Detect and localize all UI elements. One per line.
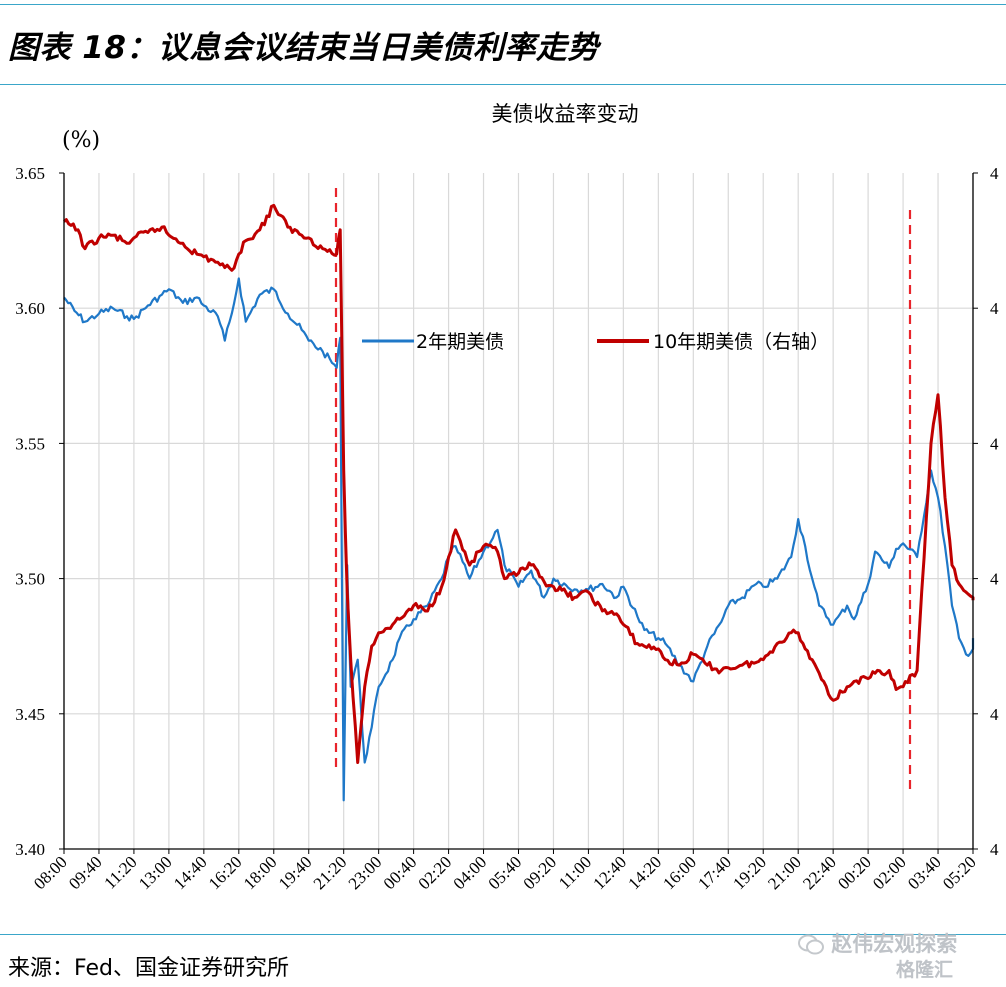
y-axis-unit-label: (%)	[62, 128, 101, 153]
watermark-text: 赵伟宏观探索	[831, 932, 958, 956]
y-tick-label: 3.40	[15, 840, 45, 859]
x-tick-label: 11:00	[555, 852, 595, 892]
x-tick-label: 14:20	[624, 852, 665, 893]
x-tick-label: 05:40	[485, 852, 526, 893]
y-tick-label: 3.45	[15, 705, 45, 724]
x-tick-label: 02:20	[415, 852, 456, 893]
watermark: 赵伟宏观探索	[798, 928, 957, 958]
series-line-10y	[62, 203, 975, 764]
x-tick-label: 00:20	[834, 852, 875, 893]
x-tick-label: 11:20	[100, 852, 140, 892]
x-tick-label: 21:20	[310, 852, 351, 893]
legend-label: 2年期美债	[416, 331, 504, 353]
y2-tick-label: 4	[990, 840, 999, 859]
x-tick-label: 13:00	[135, 852, 176, 893]
x-tick-label: 00:40	[380, 852, 421, 893]
x-tick-label: 02:00	[869, 852, 910, 893]
chart-title: 美债收益率变动	[491, 102, 639, 126]
title-rule	[0, 84, 1006, 85]
source-note: 来源：Fed、国金证券研究所	[8, 956, 289, 981]
x-tick-label: 18:00	[240, 852, 281, 893]
x-tick-label: 14:40	[170, 852, 211, 893]
top-rule	[0, 4, 1006, 5]
x-tick-label: 21:00	[764, 852, 805, 893]
legend: 2年期美债 10年期美债（右轴）	[362, 331, 829, 353]
event-markers	[334, 188, 912, 790]
series-line-2y	[63, 277, 975, 802]
y2-tick-label: 4	[990, 164, 999, 183]
figure-title: 图表 18：议息会议结束当日美债利率走势	[8, 30, 599, 66]
grid	[63, 173, 974, 849]
series-layer	[62, 203, 975, 802]
chart-canvas: 08:0009:4011:2013:0014:4016:2018:0019:40…	[15, 164, 999, 893]
x-tick-label: 22:40	[799, 852, 840, 893]
tick-labels: 08:0009:4011:2013:0014:4016:2018:0019:40…	[15, 164, 999, 893]
y-tick-label: 3.60	[15, 299, 45, 318]
x-tick-label: 19:20	[729, 852, 770, 893]
y-tick-label: 3.55	[15, 434, 45, 453]
x-tick-label: 12:40	[589, 852, 630, 893]
legend-label: 10年期美债（右轴）	[653, 331, 829, 353]
y-tick-label: 3.65	[15, 164, 45, 183]
x-tick-label: 19:40	[275, 852, 316, 893]
y2-tick-label: 4	[990, 705, 999, 724]
watermark-secondary: 格隆汇	[896, 959, 954, 981]
bottom-rule	[0, 934, 1006, 935]
x-tick-label: 09:20	[519, 852, 560, 893]
y-tick-label: 3.50	[15, 570, 45, 589]
x-tick-label: 16:20	[205, 852, 246, 893]
x-tick-label: 04:00	[450, 852, 491, 893]
y2-tick-label: 4	[990, 570, 999, 589]
x-tick-label: 23:00	[345, 852, 386, 893]
x-tick-label: 09:40	[65, 852, 106, 893]
y2-tick-label: 4	[990, 299, 999, 318]
x-tick-label: 16:00	[659, 852, 700, 893]
wechat-icon	[798, 934, 824, 955]
x-tick-label: 03:40	[904, 852, 945, 893]
x-tick-label: 05:20	[939, 852, 980, 893]
x-tick-label: 17:40	[694, 852, 735, 893]
y2-tick-label: 4	[990, 434, 999, 453]
